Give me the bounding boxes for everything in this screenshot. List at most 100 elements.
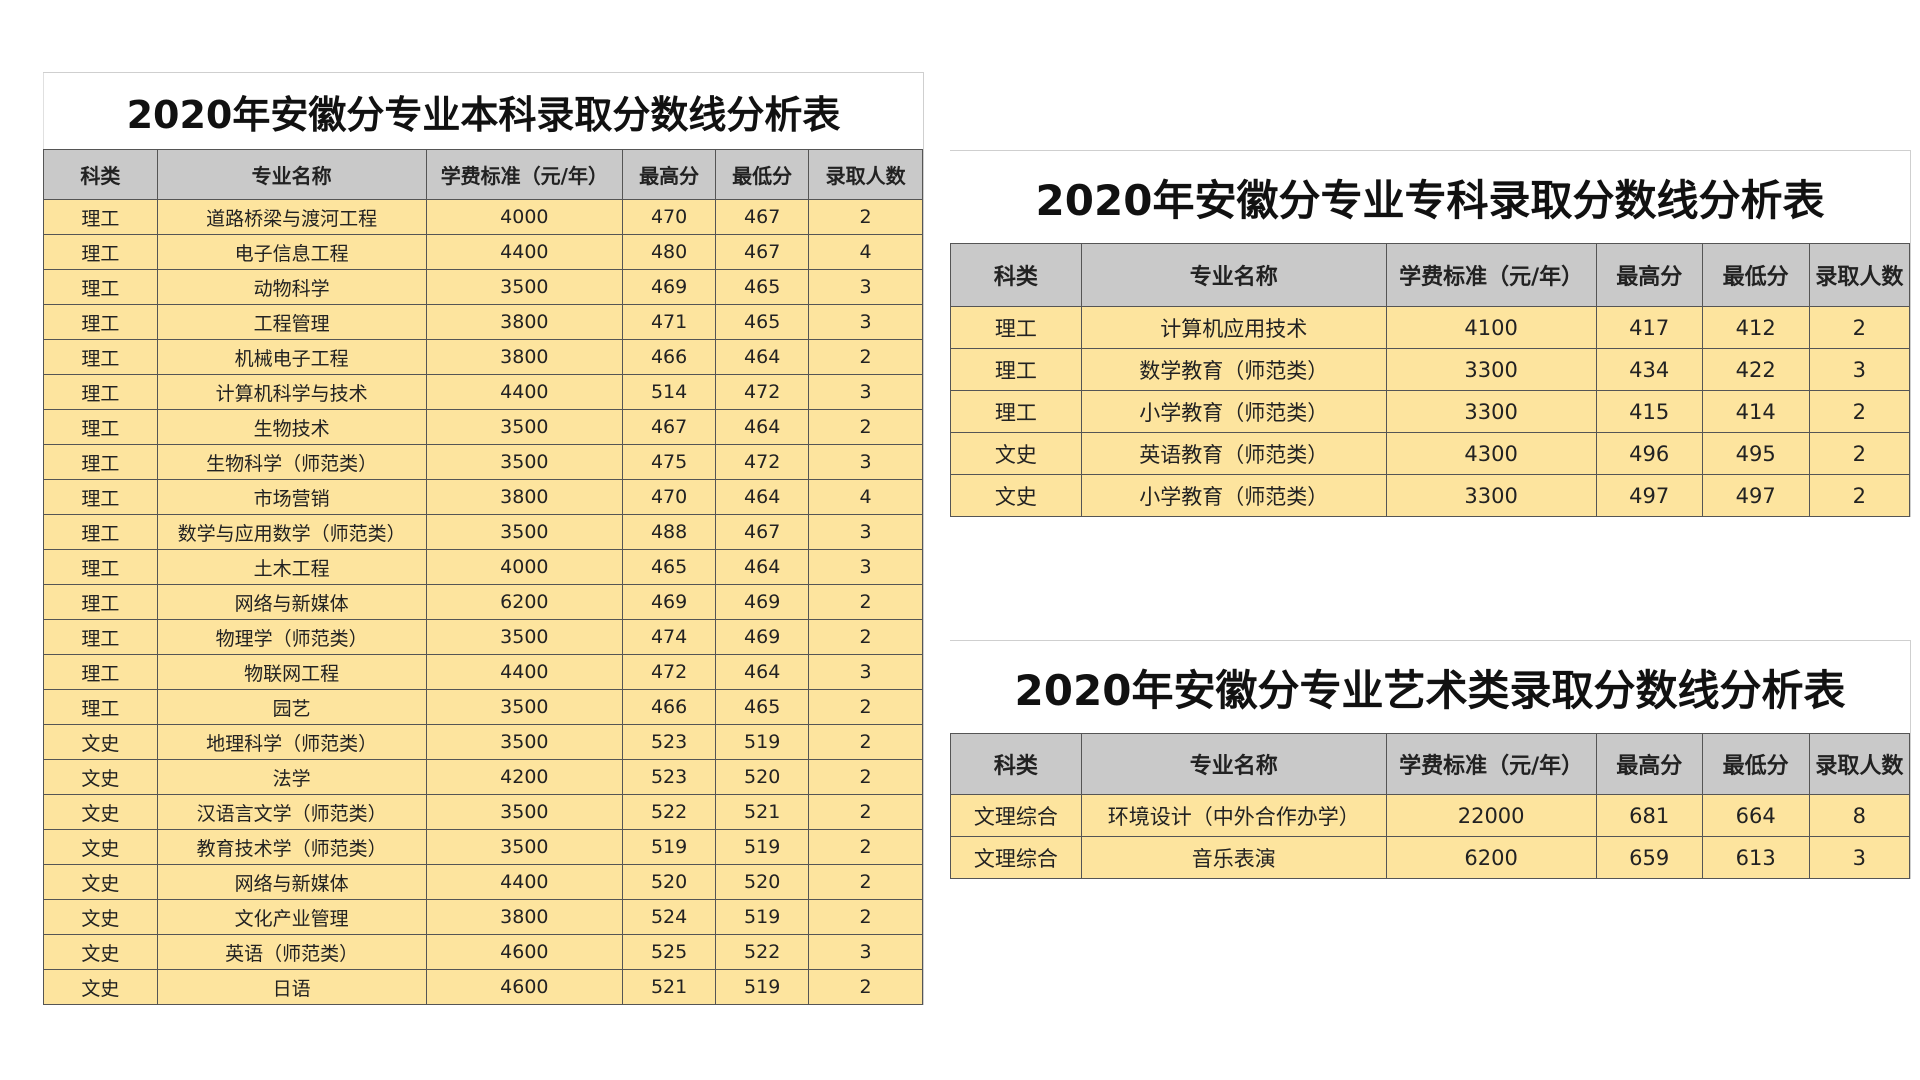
- cell-min-score: 464: [715, 654, 810, 690]
- cell-min-score: 412: [1701, 306, 1810, 349]
- cell-min-score: 520: [715, 864, 810, 900]
- cell-category: 文史: [43, 724, 158, 760]
- cell-admitted-count: 2: [808, 689, 923, 725]
- cell-min-score: 464: [715, 409, 810, 445]
- cell-major-name: 机械电子工程: [156, 339, 427, 375]
- cell-major-name: 物联网工程: [156, 654, 427, 690]
- cell-major-name: 计算机科学与技术: [156, 374, 427, 410]
- cell-max-score: 415: [1595, 390, 1703, 433]
- cell-min-score: 465: [715, 304, 810, 340]
- table-title: 2020年安徽分专业本科录取分数线分析表: [43, 73, 923, 149]
- cell-tuition: 22000: [1385, 794, 1597, 837]
- cell-category: 理工: [43, 689, 158, 725]
- score-table-grid: 科类 专业名称 学费标准（元/年） 最高分 最低分 录取人数 文理综合 环境设计（中外合作办…: [950, 733, 1911, 879]
- cell-max-score: 681: [1595, 794, 1703, 837]
- cell-category: 理工: [43, 304, 158, 340]
- cell-major-name: 土木工程: [156, 549, 427, 585]
- cell-major-name: 地理科学（师范类）: [156, 724, 427, 760]
- cell-max-score: 475: [622, 444, 717, 480]
- table-row: 理工 计算机应用技术 4100 417 412 2: [950, 306, 1911, 349]
- cell-major-name: 市场营销: [156, 479, 427, 515]
- cell-min-score: 495: [1701, 432, 1810, 475]
- table-title: 2020年安徽分专业专科录取分数线分析表: [950, 151, 1910, 243]
- art-score-table: 2020年安徽分专业艺术类录取分数线分析表 科类 专业名称 学费标准（元/年） 最高分…: [950, 640, 1911, 879]
- cell-min-score: 472: [715, 374, 810, 410]
- cell-min-score: 497: [1701, 474, 1810, 517]
- cell-max-score: 488: [622, 514, 717, 550]
- cell-admitted-count: 3: [808, 549, 923, 585]
- cell-category: 文理综合: [950, 836, 1082, 879]
- cell-category: 理工: [950, 348, 1082, 391]
- table-row: 理工 网络与新媒体 6200 469 469 2: [43, 584, 923, 620]
- cell-admitted-count: 2: [808, 794, 923, 830]
- header-row: 科类 专业名称 学费标准（元/年） 最高分 最低分 录取人数: [43, 149, 923, 200]
- cell-category: 理工: [43, 234, 158, 270]
- table-row: 理工 电子信息工程 4400 480 467 4: [43, 234, 923, 270]
- cell-tuition: 3800: [425, 339, 624, 375]
- column-header-max-score: 最高分: [622, 149, 717, 200]
- table-row: 文理综合 音乐表演 6200 659 613 3: [950, 836, 1911, 879]
- cell-tuition: 3500: [425, 794, 624, 830]
- cell-major-name: 音乐表演: [1080, 836, 1387, 879]
- table-row: 理工 机械电子工程 3800 466 464 2: [43, 339, 923, 375]
- column-header-max-score: 最高分: [1595, 733, 1703, 795]
- column-header-admitted-count: 录取人数: [1808, 243, 1911, 307]
- cell-category: 文史: [43, 829, 158, 865]
- cell-category: 理工: [43, 479, 158, 515]
- cell-min-score: 467: [715, 199, 810, 235]
- cell-max-score: 525: [622, 934, 717, 970]
- cell-major-name: 小学教育（师范类）: [1080, 474, 1387, 517]
- table-row: 文史 文化产业管理 3800 524 519 2: [43, 899, 923, 935]
- cell-major-name: 法学: [156, 759, 427, 795]
- cell-min-score: 472: [715, 444, 810, 480]
- table-row: 理工 动物科学 3500 469 465 3: [43, 269, 923, 305]
- cell-admitted-count: 3: [808, 934, 923, 970]
- cell-tuition: 3800: [425, 479, 624, 515]
- cell-category: 理工: [43, 269, 158, 305]
- column-header-min-score: 最低分: [1701, 733, 1810, 795]
- cell-admitted-count: 2: [808, 199, 923, 235]
- cell-major-name: 英语（师范类）: [156, 934, 427, 970]
- cell-max-score: 497: [1595, 474, 1703, 517]
- cell-major-name: 动物科学: [156, 269, 427, 305]
- cell-min-score: 464: [715, 479, 810, 515]
- column-header-category: 科类: [950, 733, 1082, 795]
- table-title: 2020年安徽分专业艺术类录取分数线分析表: [950, 641, 1910, 733]
- cell-admitted-count: 2: [808, 584, 923, 620]
- table-body: 理工 计算机应用技术 4100 417 412 2 理工 数学教育（师范类） 3300 434 42…: [950, 306, 1911, 517]
- cell-tuition: 3800: [425, 899, 624, 935]
- cell-tuition: 4400: [425, 374, 624, 410]
- cell-tuition: 3500: [425, 514, 624, 550]
- cell-category: 理工: [43, 374, 158, 410]
- cell-category: 理工: [43, 444, 158, 480]
- header-row: 科类 专业名称 学费标准（元/年） 最高分 最低分 录取人数: [950, 243, 1911, 307]
- cell-max-score: 520: [622, 864, 717, 900]
- cell-major-name: 英语教育（师范类）: [1080, 432, 1387, 475]
- table-row: 文史 英语教育（师范类） 4300 496 495 2: [950, 432, 1911, 475]
- header-row: 科类 专业名称 学费标准（元/年） 最高分 最低分 录取人数: [950, 733, 1911, 795]
- cell-major-name: 物理学（师范类）: [156, 619, 427, 655]
- cell-major-name: 环境设计（中外合作办学）: [1080, 794, 1387, 837]
- cell-max-score: 474: [622, 619, 717, 655]
- table-row: 文史 英语（师范类） 4600 525 522 3: [43, 934, 923, 970]
- cell-max-score: 470: [622, 479, 717, 515]
- cell-admitted-count: 3: [808, 444, 923, 480]
- cell-max-score: 524: [622, 899, 717, 935]
- cell-admitted-count: 2: [808, 724, 923, 760]
- cell-category: 理工: [950, 390, 1082, 433]
- cell-category: 理工: [43, 549, 158, 585]
- cell-min-score: 519: [715, 829, 810, 865]
- column-header-category: 科类: [43, 149, 158, 200]
- cell-category: 文史: [43, 899, 158, 935]
- table-row: 理工 生物科学（师范类） 3500 475 472 3: [43, 444, 923, 480]
- cell-min-score: 422: [1701, 348, 1810, 391]
- cell-tuition: 4600: [425, 969, 624, 1005]
- cell-max-score: 496: [1595, 432, 1703, 475]
- cell-major-name: 电子信息工程: [156, 234, 427, 270]
- cell-min-score: 464: [715, 549, 810, 585]
- cell-major-name: 生物科学（师范类）: [156, 444, 427, 480]
- cell-tuition: 3300: [1385, 348, 1597, 391]
- cell-max-score: 469: [622, 269, 717, 305]
- cell-admitted-count: 3: [1808, 348, 1911, 391]
- cell-major-name: 汉语言文学（师范类）: [156, 794, 427, 830]
